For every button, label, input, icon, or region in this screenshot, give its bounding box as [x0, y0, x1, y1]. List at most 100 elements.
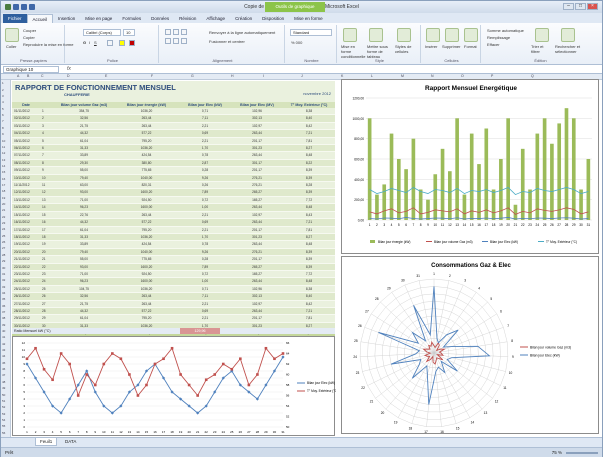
- table-cell[interactable]: 14: [40, 203, 54, 212]
- table-cell[interactable]: 263,44: [231, 151, 283, 160]
- table-cell[interactable]: 8,48: [283, 240, 335, 249]
- table-cell[interactable]: 8,42: [283, 300, 335, 308]
- bold-button[interactable]: G: [83, 40, 87, 45]
- table-cell[interactable]: 8,22: [283, 159, 335, 168]
- format-icon[interactable]: [464, 28, 478, 42]
- table-cell[interactable]: 06/11/2012: [12, 144, 40, 153]
- clear-button[interactable]: Effacer: [487, 42, 500, 47]
- table-cell[interactable]: 7,11: [179, 292, 231, 301]
- table-cell[interactable]: 18/11/2012: [12, 233, 40, 242]
- table-cell[interactable]: 12/11/2012: [12, 188, 40, 197]
- table-cell[interactable]: 8,40: [283, 114, 335, 123]
- table-cell[interactable]: 7,89: [179, 263, 231, 271]
- table-cell[interactable]: 7: [40, 151, 54, 160]
- table-cell[interactable]: 6: [40, 144, 54, 153]
- redo-icon[interactable]: [29, 4, 35, 10]
- table-cell[interactable]: 21: [40, 255, 54, 264]
- tab-insertion[interactable]: Insertion: [58, 16, 76, 21]
- table-cell[interactable]: 1,70: [179, 233, 231, 242]
- row-header[interactable]: 39: [2, 322, 6, 327]
- row-header[interactable]: 29: [2, 259, 6, 264]
- delete-button[interactable]: Supprimer: [442, 44, 461, 49]
- table-cell[interactable]: 31,33: [54, 233, 114, 242]
- table-cell[interactable]: 263,44: [114, 211, 179, 220]
- table-cell[interactable]: 1: [40, 108, 54, 116]
- table-cell[interactable]: 201,17: [231, 314, 283, 323]
- number-format-select[interactable]: Standard: [290, 29, 332, 36]
- table-cell[interactable]: 577,22: [114, 218, 179, 227]
- column-header[interactable]: C: [41, 74, 44, 78]
- table-cell[interactable]: 8,28: [283, 181, 335, 190]
- conditional-format-button[interactable]: Mise en forme conditionnelle: [341, 44, 366, 59]
- table-cell[interactable]: 13/11/2012: [12, 196, 40, 205]
- row-header[interactable]: 6: [2, 113, 4, 118]
- cell-styles-button[interactable]: Styles de cellules: [395, 44, 412, 54]
- table-cell[interactable]: 63,00: [54, 181, 114, 190]
- row-header[interactable]: 26: [2, 240, 6, 245]
- table-cell[interactable]: 31,33: [54, 144, 114, 153]
- currency-icon[interactable]: % 000: [291, 40, 303, 45]
- table-cell[interactable]: 102,97: [231, 300, 283, 308]
- autosum-button[interactable]: Somme automatique: [487, 28, 524, 33]
- table-cell[interactable]: 165,27: [231, 270, 283, 279]
- table-cell[interactable]: 424,54: [114, 240, 179, 249]
- table-cell[interactable]: 19: [40, 240, 54, 249]
- sheet-tab-feuil1[interactable]: Feuil1: [35, 438, 58, 446]
- table-cell[interactable]: 28/11/2012: [12, 307, 40, 316]
- table-cell[interactable]: 21,75: [54, 122, 114, 131]
- table-cell[interactable]: 0,72: [179, 196, 231, 205]
- table-cell[interactable]: 27: [40, 300, 54, 308]
- table-cell[interactable]: 14/11/2012: [12, 203, 40, 212]
- ratio-value[interactable]: 129,96: [180, 328, 220, 334]
- table-cell[interactable]: 7,81: [283, 137, 335, 146]
- column-header[interactable]: J: [301, 74, 303, 78]
- table-cell[interactable]: 263,44: [114, 114, 179, 123]
- column-header[interactable]: K: [341, 74, 344, 78]
- table-cell[interactable]: 1600,00: [114, 203, 179, 212]
- table-cell[interactable]: 26: [40, 292, 54, 301]
- row-header[interactable]: 3: [2, 94, 4, 99]
- table-cell[interactable]: 924,50: [114, 270, 179, 279]
- table-cell[interactable]: 263,44: [231, 218, 283, 227]
- table-cell[interactable]: 201,17: [231, 255, 283, 264]
- column-header[interactable]: H: [231, 74, 234, 78]
- table-cell[interactable]: 2,21: [179, 314, 231, 323]
- row-header[interactable]: 34: [2, 290, 6, 295]
- table-cell[interactable]: 301,23: [231, 144, 283, 153]
- table-cell[interactable]: 15/11/2012: [12, 211, 40, 220]
- table-cell[interactable]: 33,89: [54, 151, 114, 160]
- table-cell[interactable]: 7,21: [283, 307, 335, 316]
- row-header[interactable]: 21: [2, 208, 6, 213]
- table-cell[interactable]: 1040,00: [114, 174, 179, 183]
- paste-icon[interactable]: [5, 28, 19, 42]
- row-header[interactable]: 33: [2, 284, 6, 289]
- align-left-icon[interactable]: [165, 38, 171, 44]
- table-cell[interactable]: 22/11/2012: [12, 263, 40, 271]
- table-cell[interactable]: 33,89: [54, 240, 114, 249]
- table-cell[interactable]: 263,44: [231, 240, 283, 249]
- table-cell[interactable]: 2,21: [179, 300, 231, 308]
- table-cell[interactable]: 12: [40, 188, 54, 197]
- table-cell[interactable]: 10/11/2012: [12, 174, 40, 183]
- table-cell[interactable]: 302,13: [231, 292, 283, 301]
- table-cell[interactable]: 1036,20: [114, 108, 179, 116]
- table-cell[interactable]: 102,96: [231, 285, 283, 294]
- row-header[interactable]: 37: [2, 309, 6, 314]
- row-header[interactable]: 54: [2, 417, 6, 422]
- table-cell[interactable]: 23: [40, 270, 54, 279]
- table-cell[interactable]: 8,39: [283, 174, 335, 183]
- table-cell[interactable]: 263,44: [114, 292, 179, 301]
- find-select-icon[interactable]: [561, 28, 575, 42]
- save-icon[interactable]: [13, 4, 19, 10]
- align-middle-icon[interactable]: [173, 29, 179, 35]
- row-header[interactable]: 31: [2, 271, 6, 276]
- tab-mise-en-forme[interactable]: Mise en forme: [294, 16, 323, 21]
- table-cell[interactable]: 104,75: [54, 285, 114, 294]
- table-cell[interactable]: 265,27: [231, 188, 283, 197]
- row-header[interactable]: 8: [2, 125, 4, 130]
- table-cell[interactable]: 7,81: [283, 226, 335, 234]
- table-cell[interactable]: 20/11/2012: [12, 248, 40, 257]
- row-header[interactable]: 23: [2, 221, 6, 226]
- table-cell[interactable]: 25/11/2012: [12, 285, 40, 294]
- table-cell[interactable]: 21,75: [54, 300, 114, 308]
